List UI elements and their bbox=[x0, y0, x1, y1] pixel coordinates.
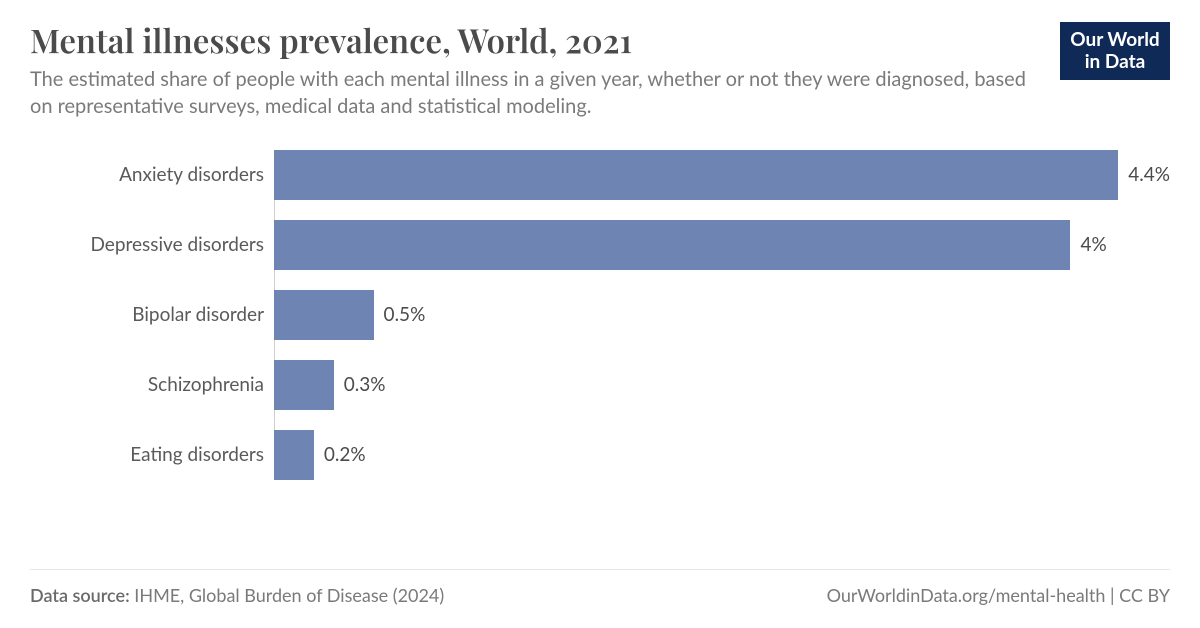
header: Mental illnesses prevalence, World, 2021… bbox=[30, 22, 1170, 120]
bar-row: Depressive disorders 4% bbox=[30, 220, 1170, 270]
bar-row: Eating disorders 0.2% bbox=[30, 430, 1170, 480]
bar-row: Bipolar disorder 0.5% bbox=[30, 290, 1170, 340]
data-source-text: IHME, Global Burden of Disease (2024) bbox=[130, 584, 444, 606]
category-label: Bipolar disorder bbox=[30, 303, 274, 326]
bar-zone: 4.4% bbox=[274, 150, 1170, 200]
bar-zone: 0.5% bbox=[274, 290, 1170, 340]
logo-line-1: Our World bbox=[1070, 29, 1159, 51]
bar-zone: 0.3% bbox=[274, 360, 1170, 410]
bar-zone: 0.2% bbox=[274, 430, 1170, 480]
bar-row: Anxiety disorders 4.4% bbox=[30, 150, 1170, 200]
bar bbox=[274, 360, 334, 410]
value-label: 0.2% bbox=[314, 443, 366, 466]
value-label: 4% bbox=[1070, 233, 1106, 256]
chart-title: Mental illnesses prevalence, World, 2021 bbox=[30, 22, 1040, 60]
category-label: Eating disorders bbox=[30, 443, 274, 466]
value-label: 4.4% bbox=[1118, 163, 1170, 186]
bar-chart: Anxiety disorders 4.4% Depressive disorder… bbox=[30, 150, 1170, 480]
chart-subtitle: The estimated share of people with each … bbox=[30, 66, 1040, 120]
logo-line-2: in Data bbox=[1085, 51, 1146, 73]
bar-zone: 4% bbox=[274, 220, 1170, 270]
page: Mental illnesses prevalence, World, 2021… bbox=[0, 0, 1200, 628]
attribution: OurWorldinData.org/mental-health | CC BY bbox=[827, 584, 1170, 606]
bar bbox=[274, 430, 314, 480]
chart-footer: Data source: IHME, Global Burden of Dise… bbox=[30, 569, 1170, 606]
value-label: 0.3% bbox=[334, 373, 386, 396]
category-label: Depressive disorders bbox=[30, 233, 274, 256]
bar-row: Schizophrenia 0.3% bbox=[30, 360, 1170, 410]
category-label: Schizophrenia bbox=[30, 373, 274, 396]
bar bbox=[274, 220, 1070, 270]
title-block: Mental illnesses prevalence, World, 2021… bbox=[30, 22, 1060, 120]
owid-logo: Our World in Data bbox=[1060, 22, 1170, 80]
value-label: 0.5% bbox=[374, 303, 426, 326]
bar bbox=[274, 290, 374, 340]
data-source-prefix: Data source: bbox=[30, 584, 130, 606]
bar bbox=[274, 150, 1118, 200]
category-label: Anxiety disorders bbox=[30, 163, 274, 186]
data-source: Data source: IHME, Global Burden of Dise… bbox=[30, 584, 444, 606]
